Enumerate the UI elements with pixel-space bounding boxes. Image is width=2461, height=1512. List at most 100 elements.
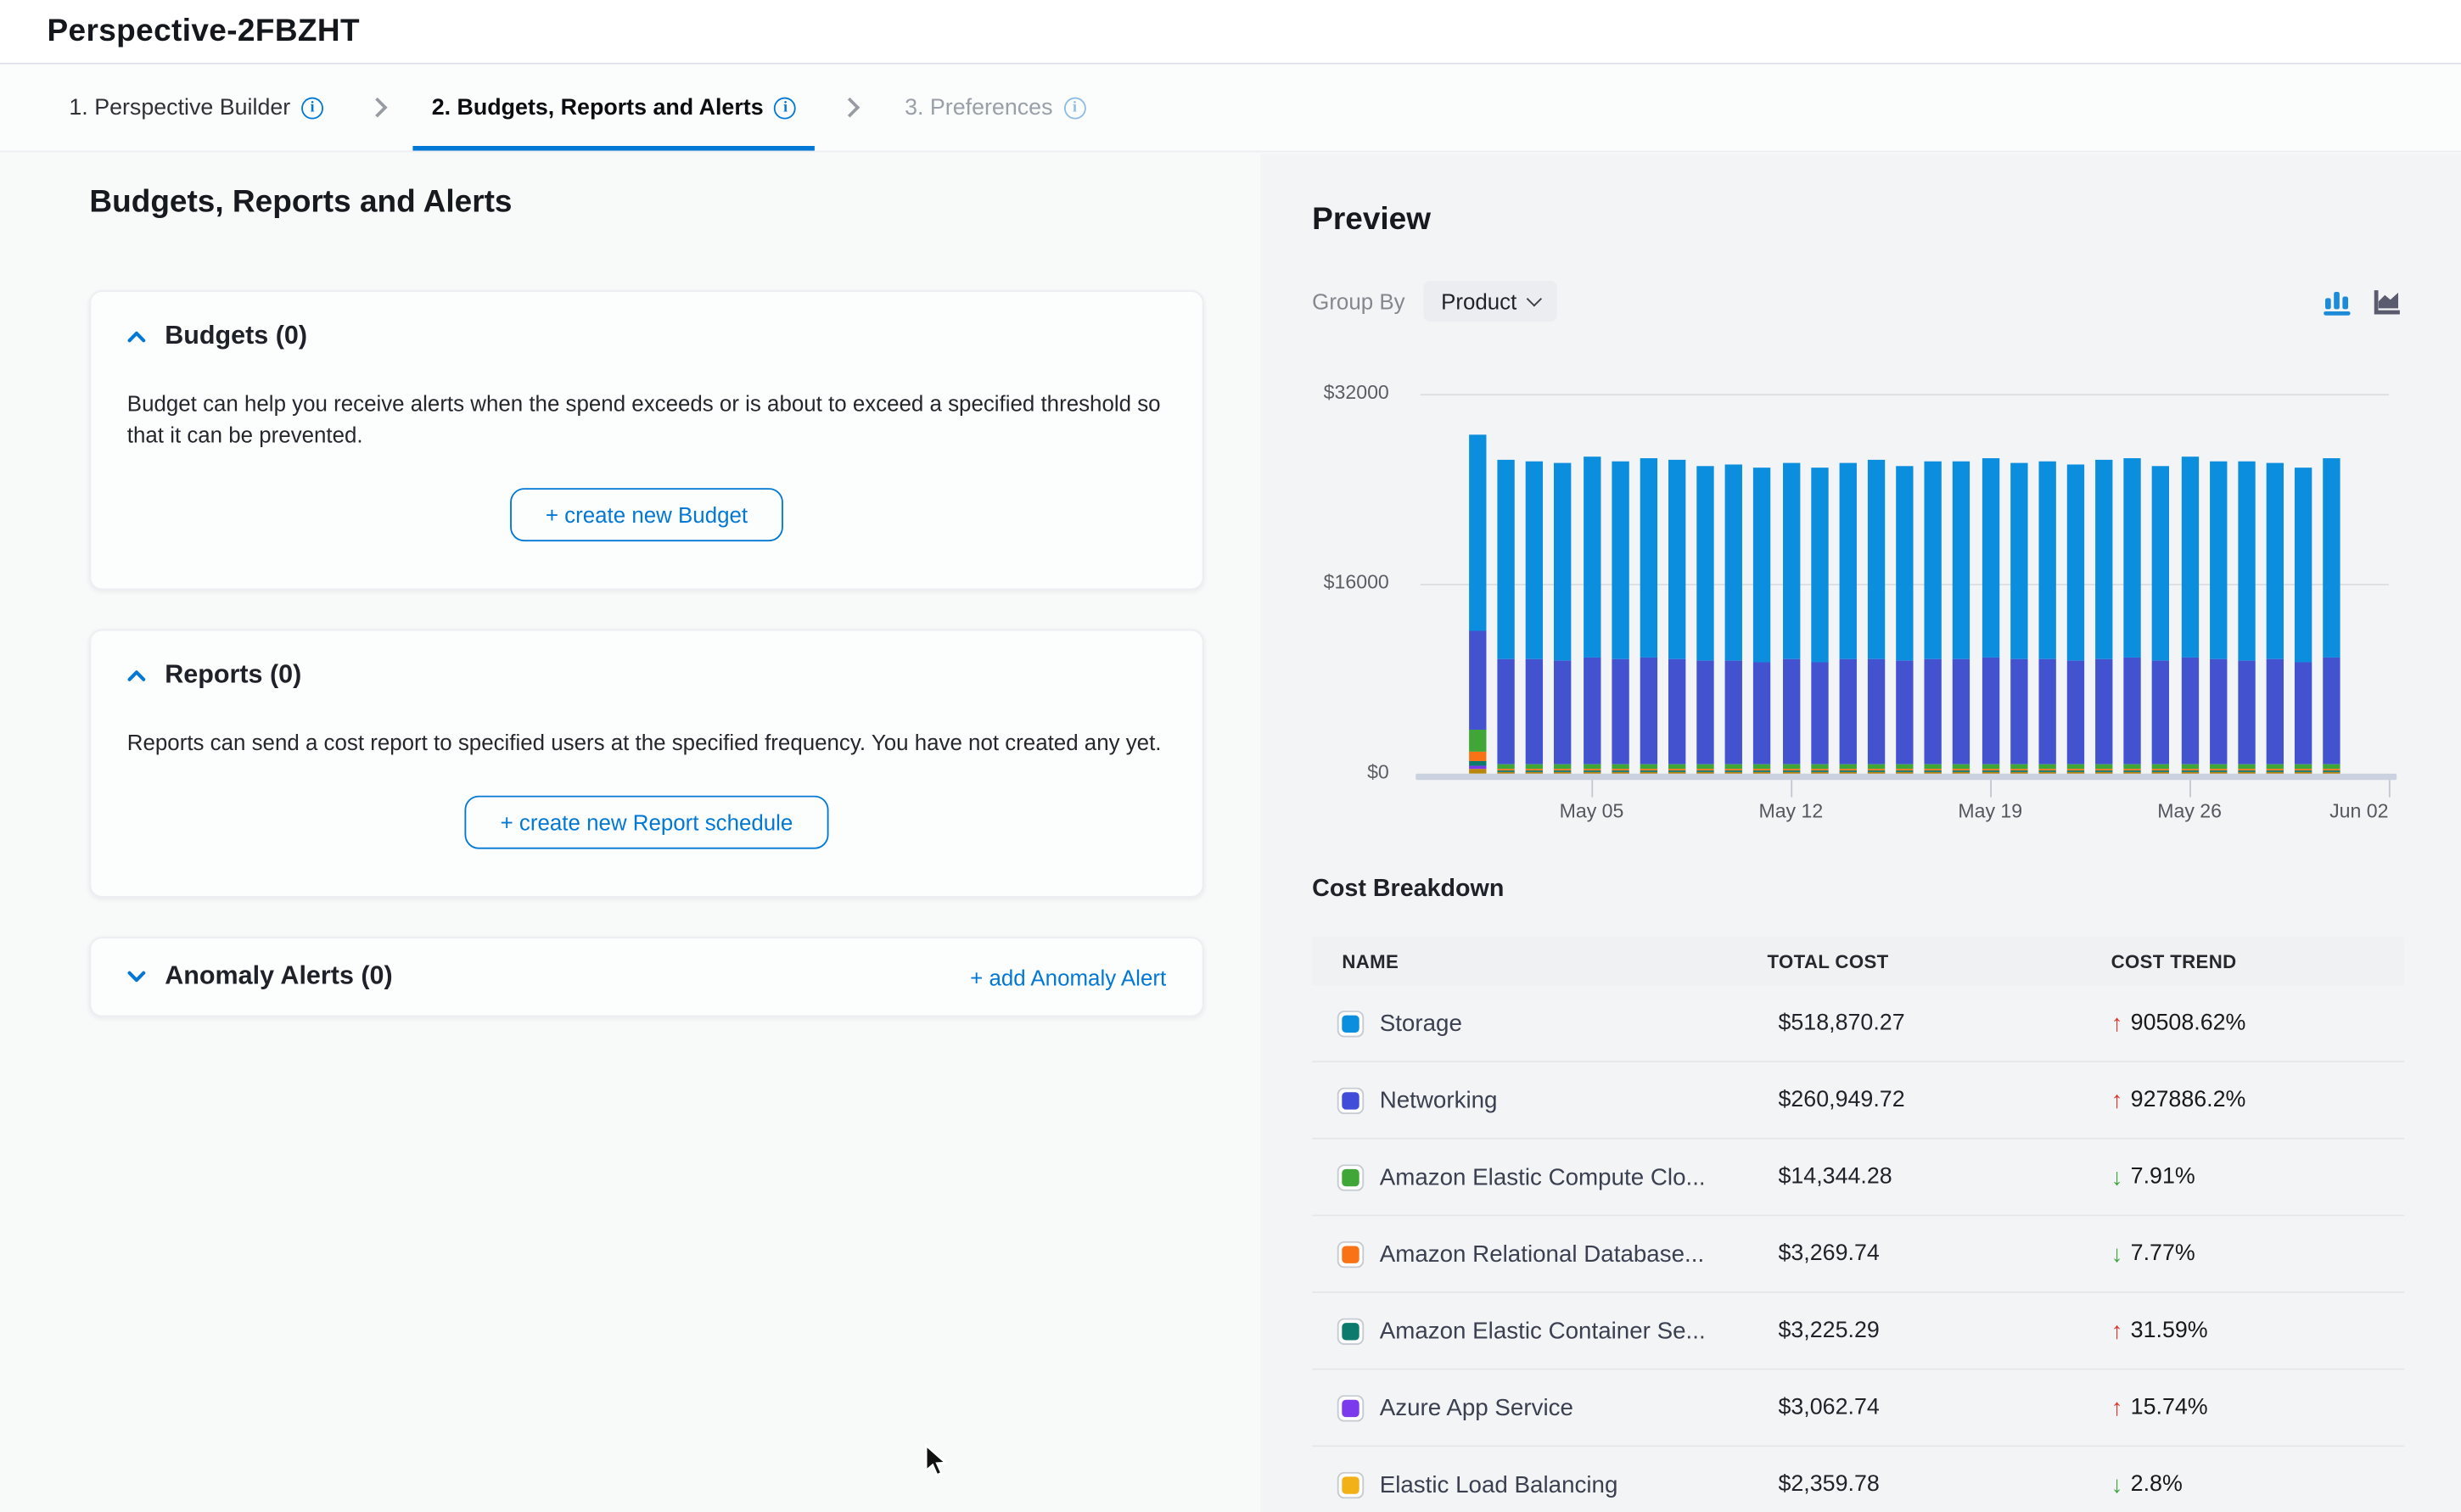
cost-trend-value: 90508.62% — [2131, 1011, 2246, 1036]
bar-segment — [1668, 461, 1685, 659]
bar-segment — [1668, 658, 1685, 764]
bar-stack — [2038, 462, 2055, 774]
table-row[interactable]: Amazon Elastic Compute Clo...$14,344.28↓… — [1312, 1140, 2404, 1217]
bar-segment — [1469, 731, 1486, 752]
y-tick-label: $0 — [1295, 761, 1389, 783]
bar-segment — [2210, 461, 2227, 659]
area-chart-icon[interactable] — [2370, 284, 2405, 319]
tab-preferences[interactable]: 3. Preferences i — [886, 64, 1105, 151]
bar-segment — [1925, 461, 1942, 659]
bar-segment — [1868, 658, 1885, 764]
budgets-title: Budgets (0) — [165, 322, 307, 351]
anomaly-alerts-title: Anomaly Alerts (0) — [165, 962, 393, 992]
x-tick — [2189, 780, 2191, 797]
arrow-up-icon: ↑ — [2111, 1087, 2123, 1113]
bar-stack — [1469, 435, 1486, 774]
create-report-schedule-button[interactable]: + create new Report schedule — [464, 796, 829, 849]
table-row[interactable]: Azure App Service$3,062.74↑15.74% — [1312, 1370, 2404, 1448]
bar-segment — [1811, 468, 1828, 662]
anomaly-alerts-card: Anomaly Alerts (0) + add Anomaly Alert — [89, 937, 1203, 1016]
table-row[interactable]: Networking$260,949.72↑927886.2% — [1312, 1062, 2404, 1140]
reports-collapse-toggle[interactable]: Reports (0) — [127, 661, 1166, 691]
bar-segment — [2324, 458, 2340, 658]
section-heading: Budgets, Reports and Alerts — [89, 185, 1203, 221]
series-toggle-checkbox[interactable] — [1337, 1240, 1364, 1267]
bar-segment — [1469, 435, 1486, 631]
x-axis-baseline — [1415, 774, 2397, 780]
bar-segment — [1982, 658, 1999, 763]
series-toggle-checkbox[interactable] — [1337, 1318, 1364, 1344]
bar-stack — [1782, 462, 1799, 774]
anomaly-collapse-toggle[interactable]: Anomaly Alerts (0) — [127, 962, 393, 992]
create-budget-button[interactable]: + create new Budget — [509, 488, 783, 541]
bar-stack — [1982, 459, 1999, 774]
bar-stack — [2095, 460, 2112, 774]
bar-segment — [2152, 661, 2169, 764]
cost-trend-value: 31.59% — [2131, 1319, 2208, 1344]
bar-stack — [1555, 463, 1572, 774]
cost-trend-value: 15.74% — [2131, 1395, 2208, 1420]
arrow-down-icon: ↓ — [2111, 1240, 2123, 1267]
column-header-cost-trend: COST TREND — [2100, 950, 2405, 972]
bar-chart-icon[interactable] — [2320, 284, 2355, 319]
table-row[interactable]: Elastic Load Balancing$2,359.78↓2.8% — [1312, 1447, 2404, 1512]
table-row[interactable]: Storage$518,870.27↑90508.62% — [1312, 985, 2404, 1062]
tab-budgets-reports-alerts[interactable]: 2. Budgets, Reports and Alerts i — [413, 64, 816, 151]
product-name: Elastic Load Balancing — [1380, 1471, 1618, 1498]
bar-segment — [2181, 456, 2198, 657]
reports-title: Reports (0) — [165, 661, 301, 691]
series-toggle-checkbox[interactable] — [1337, 1163, 1364, 1190]
bar-stack — [2324, 458, 2340, 774]
chevron-right-icon — [367, 98, 388, 118]
total-cost-value: $3,225.29 — [1757, 1319, 2100, 1344]
bar-stack — [1839, 462, 1856, 774]
column-header-total-cost: TOTAL COST — [1757, 950, 2100, 972]
group-by-dropdown[interactable]: Product — [1424, 281, 1558, 322]
bar-segment — [1697, 467, 1714, 661]
series-toggle-checkbox[interactable] — [1337, 1471, 1364, 1498]
info-icon[interactable]: i — [1063, 97, 1085, 119]
series-toggle-checkbox[interactable] — [1337, 1087, 1364, 1113]
series-color-swatch — [1342, 1168, 1359, 1185]
bar-segment — [1725, 465, 1742, 661]
chevron-down-icon — [1527, 291, 1542, 306]
bar-stack — [2124, 458, 2141, 774]
bar-segment — [2181, 658, 2198, 764]
bar-stack — [2238, 462, 2255, 774]
bar-stack — [2067, 465, 2084, 774]
tab-perspective-builder[interactable]: 1. Perspective Builder i — [50, 64, 342, 151]
gridline — [1421, 394, 2389, 395]
bar-segment — [2324, 658, 2340, 764]
cost-breakdown-section: Cost Breakdown NAME TOTAL COST COST TREN… — [1312, 876, 2404, 1512]
budgets-card: Budgets (0) Budget can help you receive … — [89, 290, 1203, 590]
budgets-collapse-toggle[interactable]: Budgets (0) — [127, 322, 1166, 351]
preview-title: Preview — [1312, 203, 1431, 239]
bar-stack — [1526, 461, 1543, 774]
table-row[interactable]: Amazon Elastic Container Se...$3,225.29↑… — [1312, 1293, 2404, 1370]
series-toggle-checkbox[interactable] — [1337, 1010, 1364, 1036]
bar-segment — [1612, 659, 1629, 764]
bar-segment — [1583, 658, 1600, 764]
bar-segment — [1469, 631, 1486, 731]
bar-segment — [1612, 462, 1629, 659]
total-cost-value: $3,062.74 — [1757, 1395, 2100, 1420]
bar-segment — [2267, 659, 2284, 764]
bar-stack — [1868, 461, 1885, 774]
perspective-builder-page: Perspective-2FBZHT 1. Perspective Builde… — [0, 0, 2461, 1512]
info-icon[interactable]: i — [775, 97, 797, 119]
bar-segment — [2095, 460, 2112, 659]
bar-segment — [2152, 467, 2169, 661]
budgets-description: Budget can help you receive alerts when … — [127, 388, 1166, 451]
bar-segment — [1925, 659, 1942, 764]
arrow-up-icon: ↑ — [2111, 1394, 2123, 1420]
info-icon[interactable]: i — [301, 97, 323, 119]
bar-stack — [2181, 456, 2198, 773]
series-toggle-checkbox[interactable] — [1337, 1394, 1364, 1420]
add-anomaly-alert-link[interactable]: + add Anomaly Alert — [970, 965, 1166, 990]
arrow-down-icon: ↓ — [2111, 1471, 2123, 1498]
table-row[interactable]: Amazon Relational Database...$3,269.74↓7… — [1312, 1216, 2404, 1293]
reports-description: Reports can send a cost report to specif… — [127, 726, 1166, 758]
series-color-swatch — [1342, 1476, 1359, 1492]
bar-segment — [1839, 659, 1856, 764]
x-tick — [2389, 780, 2391, 797]
